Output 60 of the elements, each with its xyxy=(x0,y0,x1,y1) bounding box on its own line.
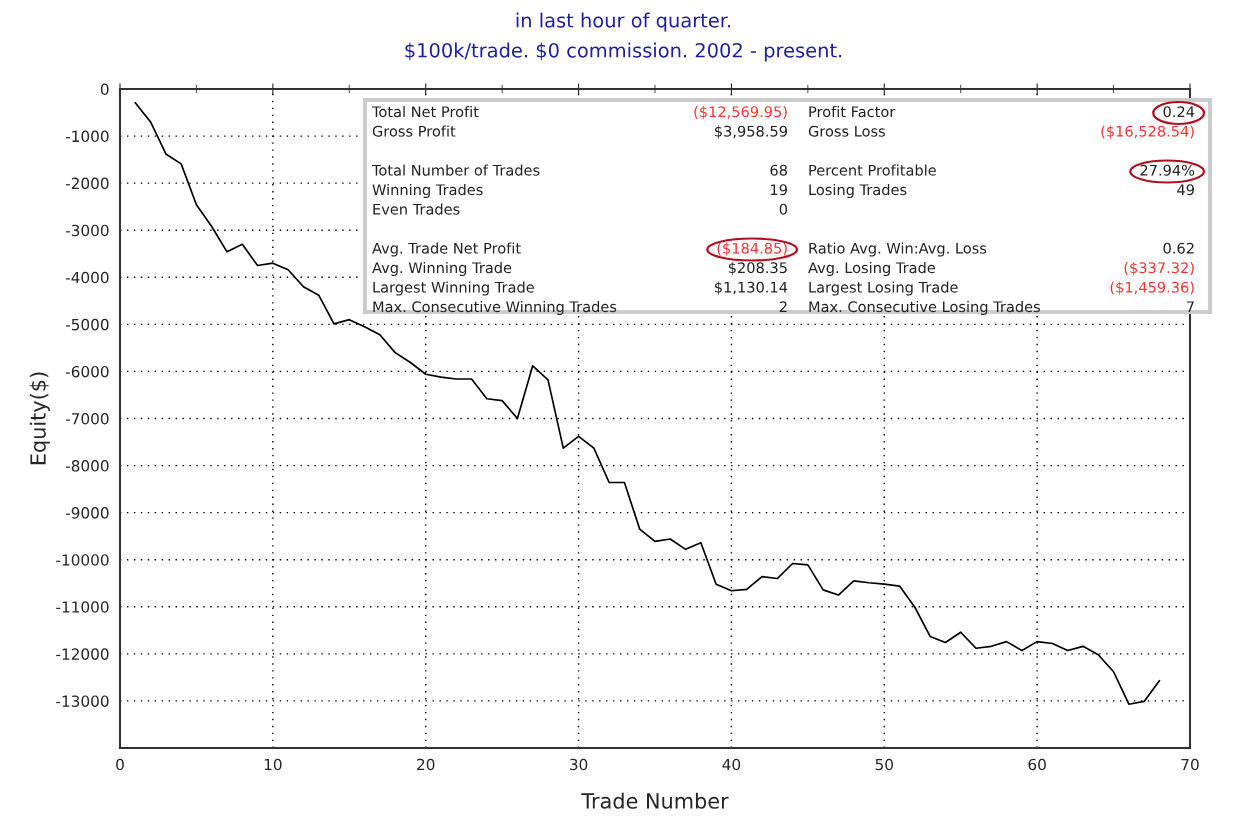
annotation: Even Trades xyxy=(373,203,460,215)
x-tick-label: 0 xyxy=(116,758,124,771)
y-tick-label: -7000 xyxy=(65,412,109,425)
x-tick-label: 60 xyxy=(1028,758,1046,771)
annotation: 7 xyxy=(1186,301,1194,313)
annotation: 0.62 xyxy=(1163,242,1194,254)
y-tick-label: -10000 xyxy=(56,554,109,566)
annotation: Gross Loss xyxy=(808,125,885,137)
annotation: ($184.85) xyxy=(717,242,787,256)
annotation: Largest Losing Trade xyxy=(809,281,958,296)
annotation: Max. Consecutive Losing Trades xyxy=(809,300,1040,316)
annotation: 27.94% xyxy=(1140,164,1195,176)
annotation: Avg. Trade Net Profit xyxy=(372,242,521,257)
annotation: Total Net Profit xyxy=(371,105,479,118)
y-tick-label: -11000 xyxy=(56,601,109,613)
y-tick-label: -8000 xyxy=(65,460,109,472)
x-tick-label: 50 xyxy=(875,758,893,771)
annotation: Ratio Avg. Win:Avg. Loss xyxy=(809,242,987,257)
annotation: 2 xyxy=(779,301,787,313)
annotation: ($337.32) xyxy=(1124,261,1194,276)
annotation: Winning Trades xyxy=(372,183,483,199)
x-tick-label: 10 xyxy=(264,758,282,771)
annotation: 0 xyxy=(779,203,788,215)
y-tick-label: -1000 xyxy=(65,130,109,143)
annotation: ($12,569.95) xyxy=(694,105,787,120)
annotation: 19 xyxy=(771,184,787,196)
y-tick-label: -5000 xyxy=(65,318,109,331)
y-tick-label: -3000 xyxy=(65,224,109,237)
annotation: $208.35 xyxy=(728,261,787,276)
x-tick-label: 30 xyxy=(570,758,588,771)
x-tick-label: 40 xyxy=(722,758,741,771)
y-tick-label: -6000 xyxy=(65,365,109,378)
annotation: Avg. Losing Trade xyxy=(808,261,935,277)
annotation: ($16,528.54) xyxy=(1101,125,1194,139)
annotation: 0.24 xyxy=(1163,106,1195,118)
y-tick-label: 0 xyxy=(100,83,109,96)
x-tick-label: 70 xyxy=(1181,758,1199,771)
annotation: Total Number of Trades xyxy=(371,164,540,176)
y-tick-label: -12000 xyxy=(56,648,109,660)
annotation: ($1,459.36) xyxy=(1110,281,1194,295)
y-axis-title: Equity($) xyxy=(29,372,50,465)
annotation: Max. Consecutive Winning Trades xyxy=(373,300,617,316)
x-axis-title: Trade Number xyxy=(581,792,729,809)
x-tick-label: 20 xyxy=(417,758,435,771)
y-tick-label: -2000 xyxy=(65,177,109,190)
y-tick-label: -4000 xyxy=(65,271,109,284)
annotation: Gross Profit xyxy=(372,125,456,137)
annotation: Avg. Winning Trade xyxy=(372,261,512,277)
annotation: Losing Trades xyxy=(809,183,907,199)
annotation: $3,958.59 xyxy=(714,125,787,139)
annotation: 49 xyxy=(1177,184,1194,196)
chart-subtitle: $100k/trade. $0 commission. 2002 - present. xyxy=(405,42,842,62)
chart-title: in last hour of quarter. xyxy=(516,12,731,32)
annotation: 68 xyxy=(770,164,787,176)
annotation: Percent Profitable xyxy=(809,164,936,176)
annotation: Largest Winning Trade xyxy=(373,281,534,296)
y-tick-label: -13000 xyxy=(56,695,109,707)
annotation: $1,130.14 xyxy=(714,281,788,295)
y-tick-label: -9000 xyxy=(65,507,109,519)
annotation: Profit Factor xyxy=(809,105,896,118)
